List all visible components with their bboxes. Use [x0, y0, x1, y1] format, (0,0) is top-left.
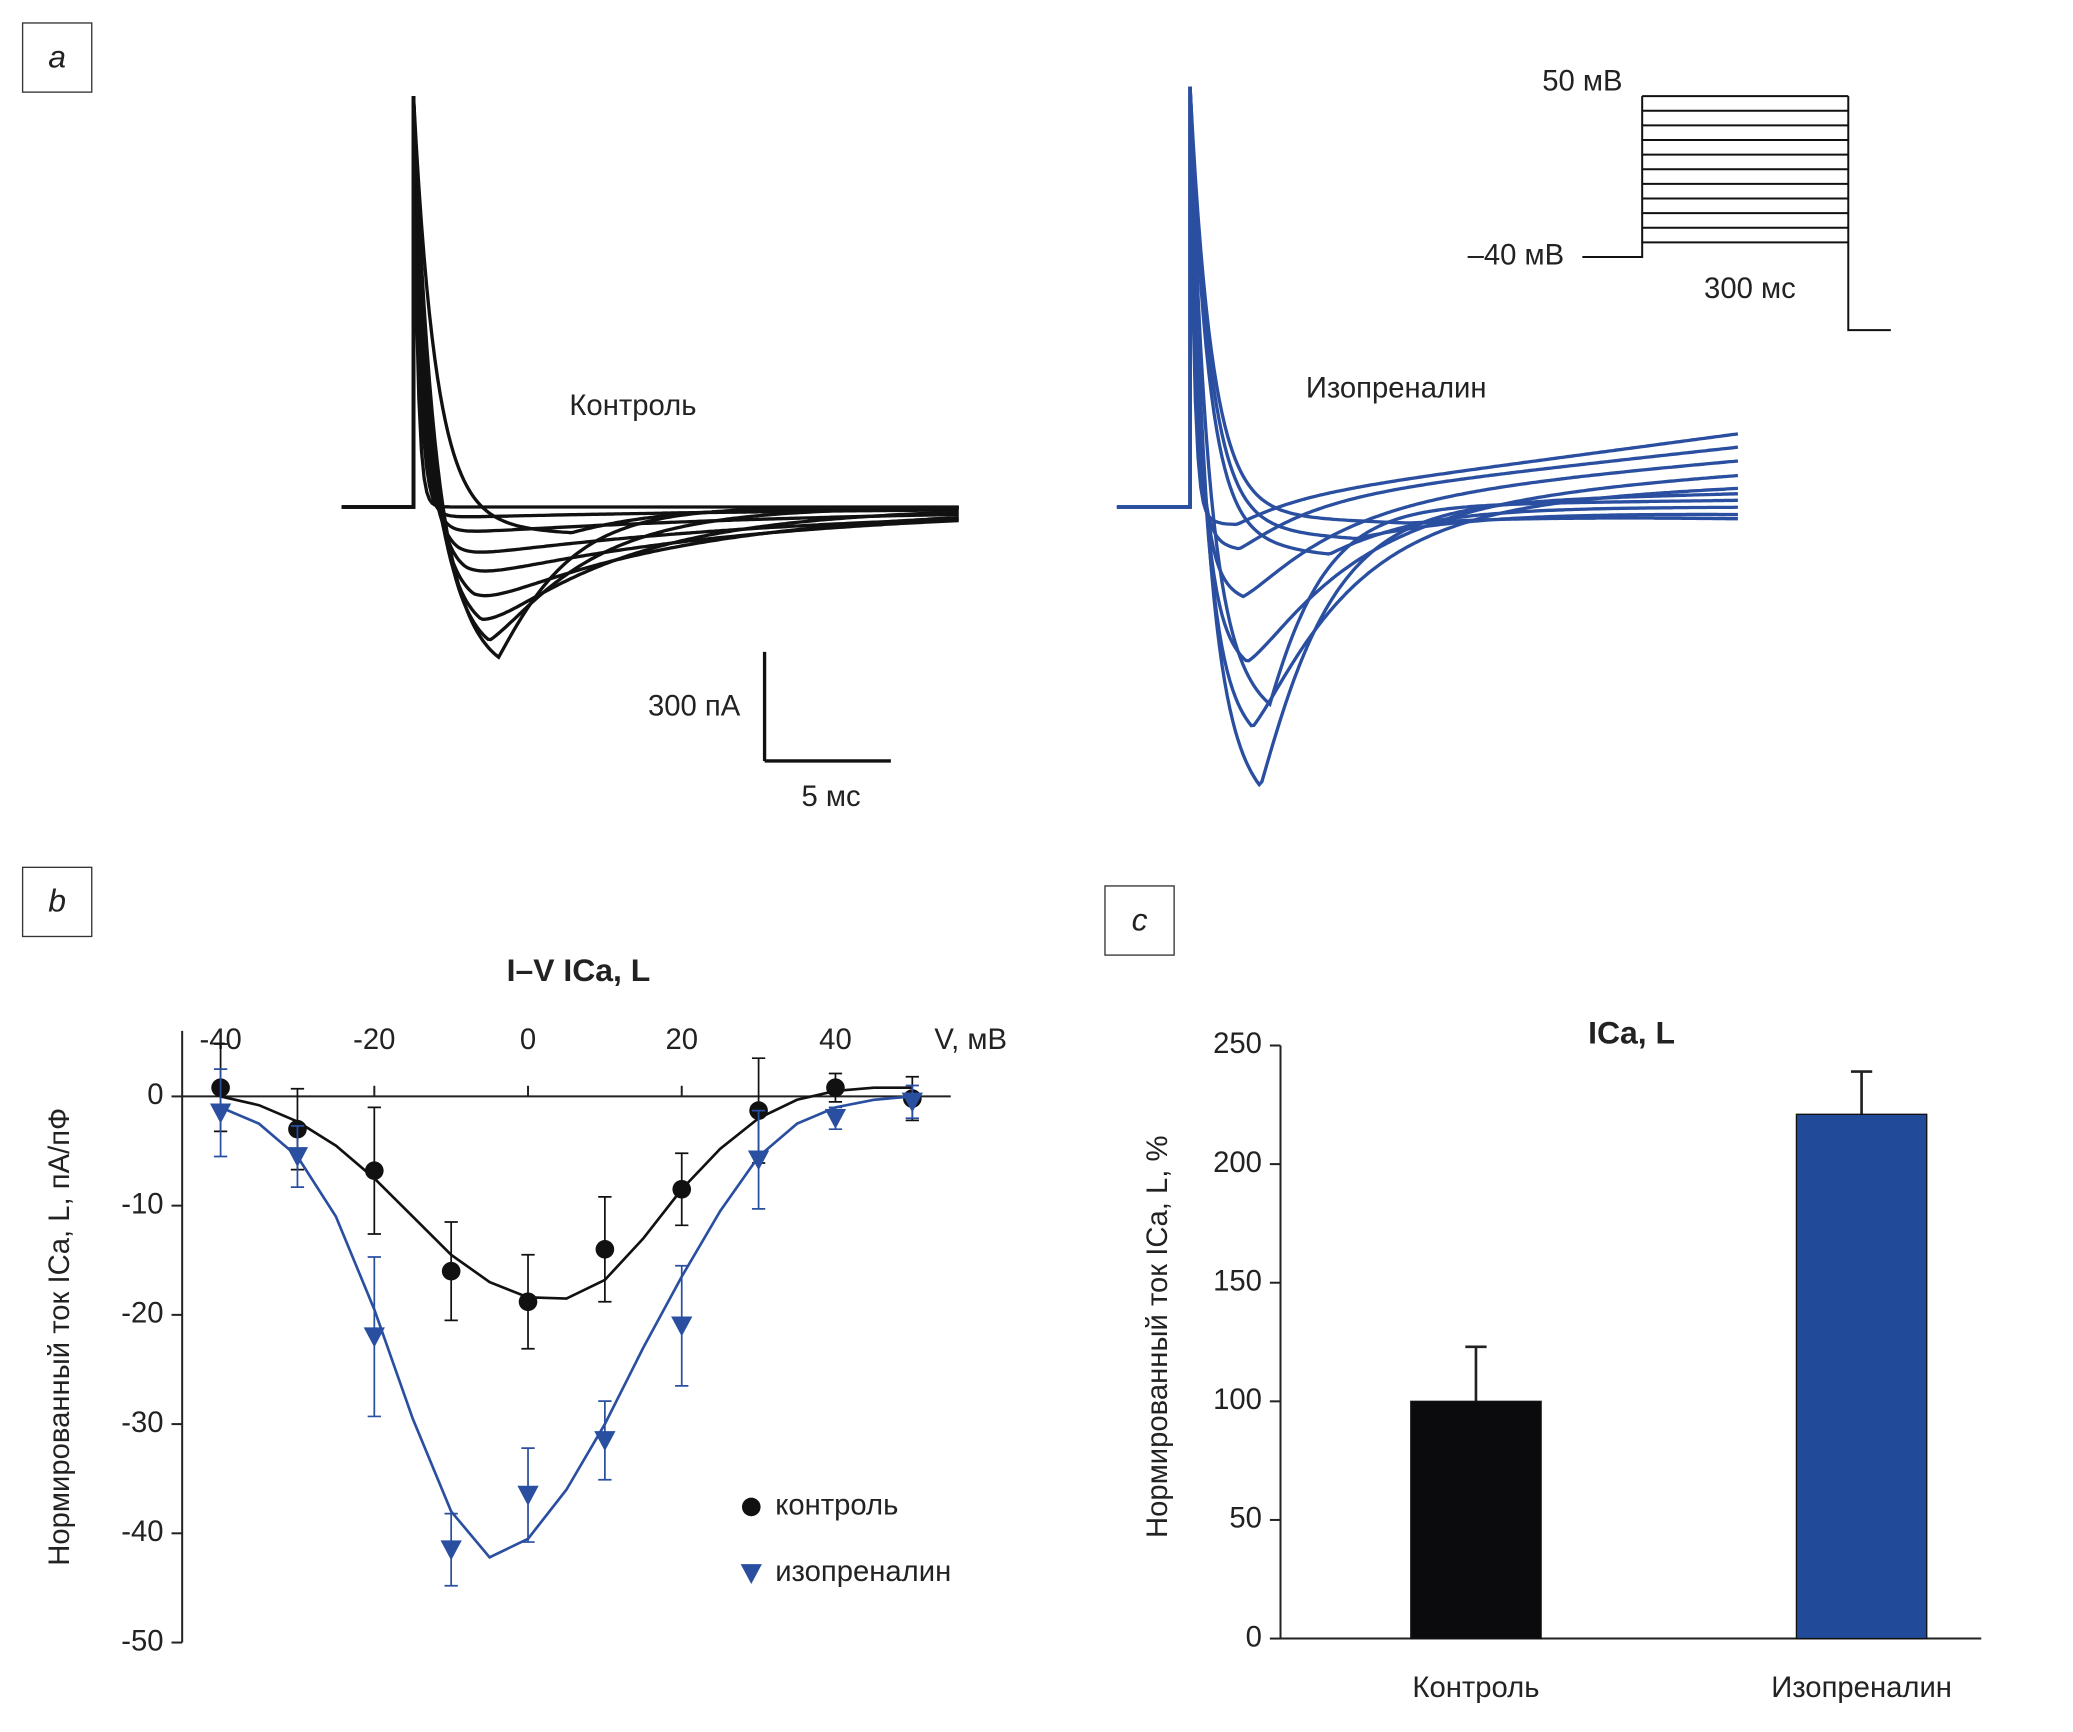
y-tick-label: 0 — [147, 1079, 163, 1111]
y-tick-label: 200 — [1213, 1147, 1262, 1179]
point — [365, 1161, 384, 1180]
trace — [1116, 86, 1738, 556]
panel-label: b — [48, 883, 66, 919]
x-tick-label: Контроль — [1412, 1672, 1539, 1704]
point — [517, 1485, 539, 1506]
y-tick-label: 100 — [1213, 1384, 1262, 1416]
scale-bar — [762, 651, 891, 763]
panel-label: c — [1132, 901, 1148, 937]
trace-label: Изопреналин — [1306, 373, 1487, 405]
point — [518, 1292, 538, 1312]
protocol-label: 50 мВ — [1542, 66, 1622, 98]
trace — [341, 96, 959, 535]
legend-label: изопреналин — [775, 1556, 951, 1588]
y-tick-label: 0 — [1246, 1621, 1262, 1653]
x-tick-label: Изопреналин — [1771, 1672, 1952, 1704]
y-tick-label: -30 — [121, 1407, 163, 1439]
legend-marker — [740, 1564, 762, 1585]
trace — [1116, 86, 1739, 599]
legend-marker — [741, 1497, 761, 1517]
x-tick-label: 0 — [520, 1024, 536, 1056]
bar — [1410, 1400, 1542, 1640]
point — [209, 1103, 232, 1124]
chart-title: I–V ICa, L — [507, 952, 651, 988]
point — [286, 1147, 309, 1168]
point — [671, 1316, 693, 1337]
x-tick-label: 20 — [665, 1024, 698, 1056]
bar — [1795, 1113, 1928, 1640]
scale-label: 5 мс — [801, 781, 860, 813]
trace — [1116, 86, 1738, 708]
error-bar — [1850, 1070, 1873, 1115]
protocol-label: 300 мс — [1704, 273, 1796, 305]
y-tick-label: 250 — [1213, 1028, 1262, 1060]
y-axis-label: Нормированный ток ICa, L, % — [1142, 1135, 1174, 1537]
trace — [1116, 86, 1738, 525]
point — [595, 1240, 615, 1259]
panel-box — [21, 22, 93, 93]
traces — [341, 86, 1739, 788]
trace-label: Контроль — [569, 390, 696, 422]
trace — [1116, 86, 1738, 728]
x-tick-label: -20 — [353, 1024, 395, 1056]
y-tick-label: -40 — [121, 1516, 163, 1548]
y-tick-label: 150 — [1213, 1265, 1262, 1297]
panel-label: a — [48, 38, 66, 74]
trace — [341, 96, 959, 642]
trace — [1116, 86, 1739, 663]
protocol-label: –40 мВ — [1468, 240, 1565, 272]
panel-box — [21, 866, 93, 938]
point — [363, 1327, 385, 1348]
protocol-line — [1582, 96, 1891, 332]
trace — [341, 96, 959, 622]
y-tick-label: -20 — [121, 1298, 163, 1330]
point — [441, 1261, 461, 1281]
point — [440, 1540, 462, 1561]
fit-curve — [220, 1086, 913, 1300]
y-tick-label: -50 — [121, 1625, 163, 1657]
scale-label: 300 пА — [648, 691, 741, 723]
protocol — [1582, 95, 1891, 332]
x-axis-label: V, мВ — [934, 1024, 1007, 1056]
error-bar — [1465, 1345, 1487, 1402]
point — [747, 1150, 770, 1171]
y-tick-label: -10 — [121, 1188, 163, 1220]
fit-curve — [220, 1095, 913, 1559]
trace — [341, 96, 959, 598]
panel-box — [1104, 885, 1175, 956]
point — [672, 1179, 692, 1199]
chart-title: ICa, L — [1588, 1014, 1675, 1050]
trace — [341, 96, 959, 660]
point — [824, 1108, 847, 1129]
trace — [1116, 86, 1738, 788]
y-axis-label: Нормированный ток ICa, L, пА/пФ — [44, 1108, 76, 1566]
point — [826, 1078, 845, 1097]
point — [901, 1092, 923, 1113]
x-tick-label: 40 — [819, 1024, 852, 1056]
legend-label: контроль — [775, 1490, 898, 1522]
y-tick-label: 50 — [1229, 1503, 1262, 1535]
point — [594, 1431, 616, 1452]
